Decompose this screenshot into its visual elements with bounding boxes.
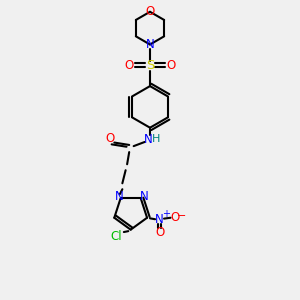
Text: +: + (162, 209, 170, 219)
Text: H: H (152, 134, 161, 144)
Text: O: O (124, 59, 134, 72)
Text: S: S (146, 59, 154, 72)
Text: N: N (155, 213, 164, 226)
Text: N: N (143, 133, 152, 146)
Text: O: O (146, 5, 154, 18)
Text: Cl: Cl (110, 230, 122, 243)
Text: N: N (115, 190, 123, 203)
Text: N: N (146, 38, 154, 51)
Text: O: O (105, 132, 114, 145)
Text: O: O (155, 226, 164, 239)
Text: N: N (140, 190, 148, 203)
Text: O: O (166, 59, 176, 72)
Text: −: − (177, 211, 187, 221)
Text: O: O (170, 211, 180, 224)
